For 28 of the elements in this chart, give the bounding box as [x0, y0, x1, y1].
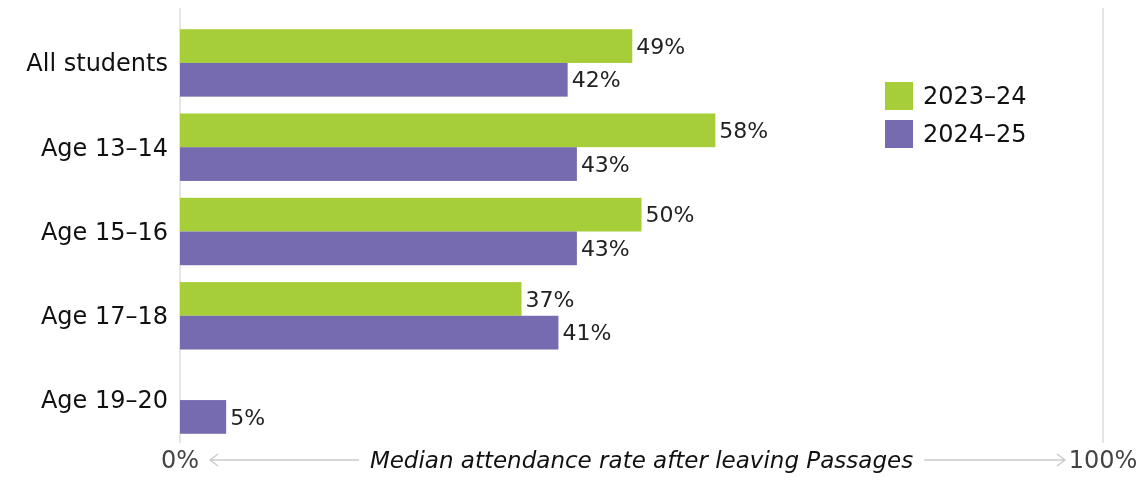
bar [180, 113, 716, 148]
bar [180, 29, 633, 63]
data-label: 50% [645, 202, 695, 228]
data-label: 41% [562, 320, 612, 346]
data-label: 5% [230, 404, 266, 430]
data-label: 43% [580, 151, 630, 177]
x-tick-label: 0% [160, 446, 200, 475]
x-tick-label: 100% [1068, 446, 1138, 475]
bar [180, 147, 577, 181]
bar [180, 282, 522, 316]
y-tick-label: Age 15–16 [40, 217, 168, 246]
data-label: 58% [719, 118, 769, 144]
bar [180, 197, 642, 232]
bar [180, 400, 227, 434]
data-label: 43% [580, 236, 630, 262]
x-axis-title: Median attendance rate after leaving Passages [369, 447, 914, 474]
bar [180, 231, 577, 266]
legend-label: 2023–24 [923, 82, 1027, 111]
data-label: 49% [636, 33, 686, 59]
y-tick-label: Age 17–18 [40, 302, 168, 331]
y-tick-label: Age 13–14 [40, 133, 168, 162]
bar [180, 315, 559, 350]
bar [180, 62, 568, 97]
y-tick-label: Age 19–20 [40, 386, 168, 415]
data-label: 37% [525, 286, 575, 312]
legend-label: 2024–25 [923, 120, 1027, 149]
data-label: 42% [571, 67, 621, 93]
y-tick-label: All students [26, 49, 168, 78]
